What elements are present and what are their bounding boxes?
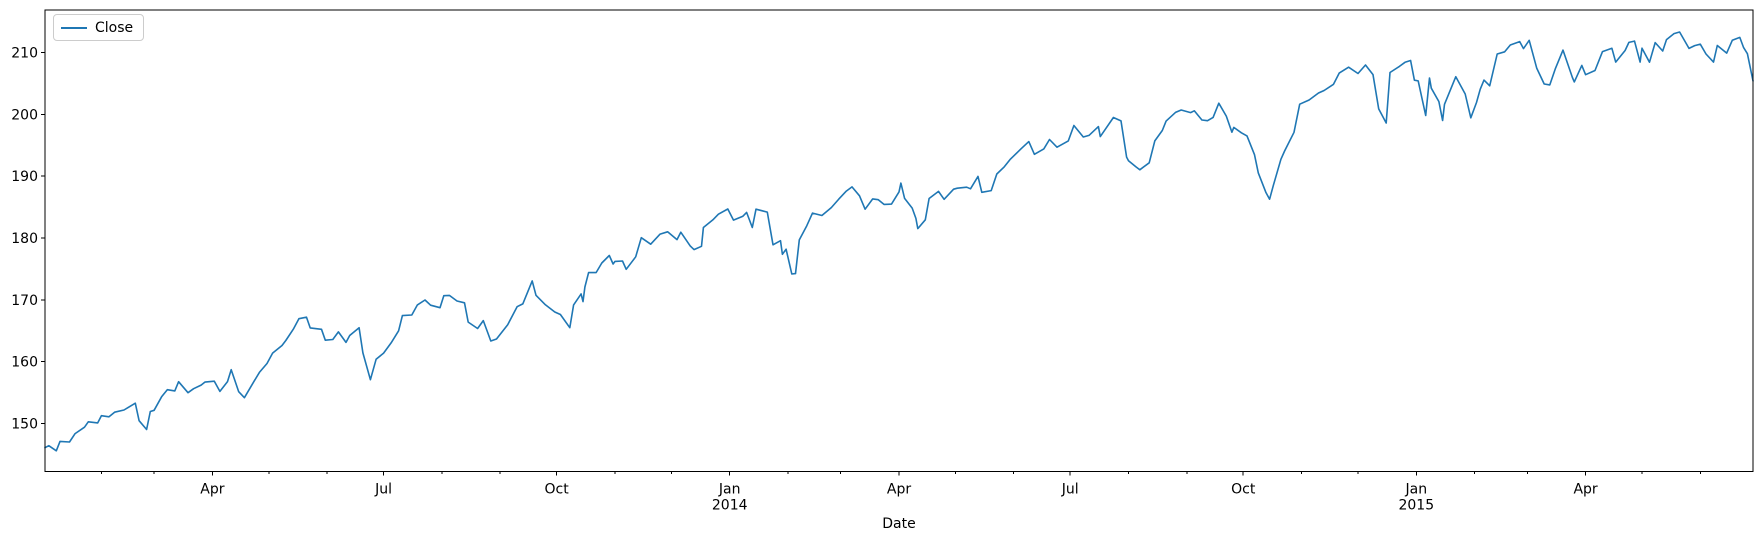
axes-spines — [44, 9, 1754, 472]
y-tick-label: 210 — [11, 46, 38, 62]
legend: Close — [53, 14, 145, 41]
close-price-line — [44, 31, 1754, 452]
y-tick-label: 190 — [11, 169, 38, 185]
x-tick-year-label: 2014 — [712, 498, 748, 514]
x-tick-label: Oct — [1231, 482, 1256, 498]
x-tick-label: Apr — [1573, 482, 1597, 498]
y-tick-label: 180 — [11, 231, 38, 247]
y-tick-label: 150 — [11, 416, 38, 432]
x-tick-label: Jul — [374, 482, 392, 498]
y-tick-label: 160 — [11, 355, 38, 371]
x-tick-label: Jul — [1061, 482, 1079, 498]
x-tick-label: Jan — [1404, 482, 1427, 498]
y-tick-label: 200 — [11, 107, 38, 123]
legend-label: Close — [95, 19, 134, 36]
legend-line-sample — [61, 26, 87, 29]
y-tick-label: 170 — [11, 293, 38, 309]
x-tick-label: Apr — [887, 482, 911, 498]
x-tick-label: Apr — [200, 482, 224, 498]
x-tick-label: Jan — [718, 482, 741, 498]
x-tick-label: Oct — [545, 482, 570, 498]
x-axis-title: Date — [882, 515, 916, 532]
x-tick-year-label: 2015 — [1398, 498, 1434, 514]
